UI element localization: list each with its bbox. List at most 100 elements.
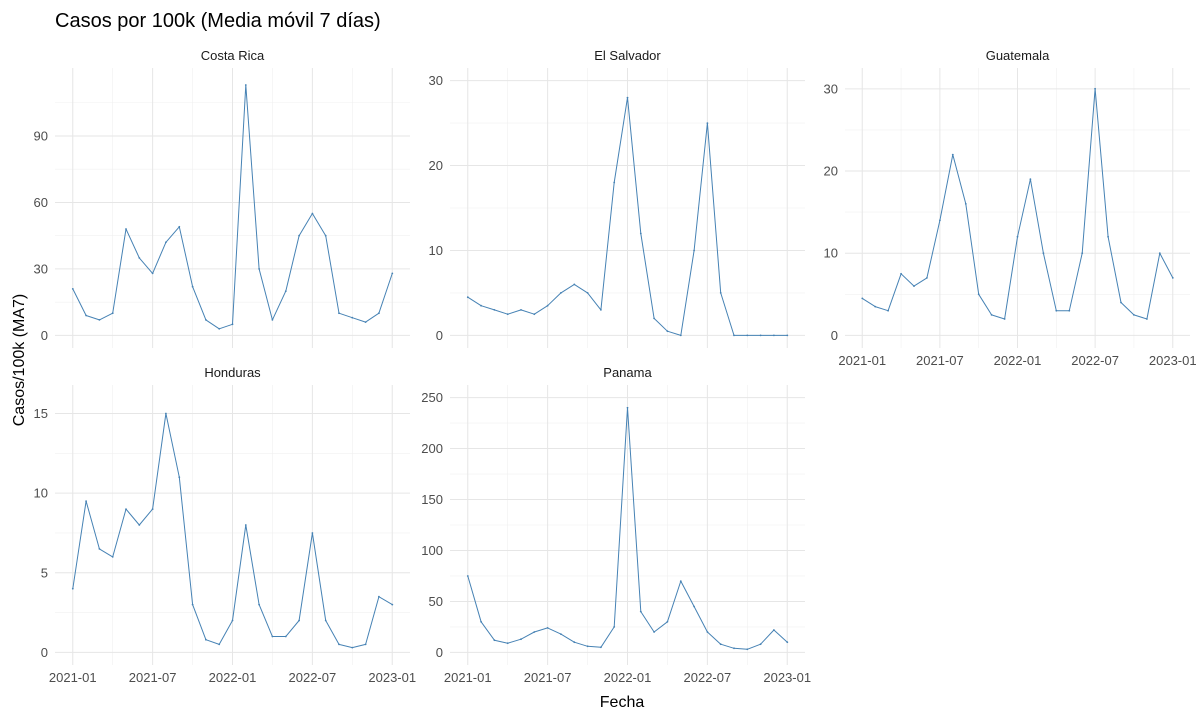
x-tick-label: 2021-07 [524,670,572,685]
data-point [125,508,127,510]
data-point [666,330,669,333]
data-point [493,309,496,311]
data-point [759,643,762,646]
data-point [284,290,287,292]
y-tick-label: 60 [34,195,48,210]
data-point [926,277,928,279]
data-point [364,643,367,646]
x-tick-label: 2021-01 [444,670,492,685]
y-tick-label: 0 [436,328,443,343]
data-point [1016,235,1019,238]
y-tick-label: 20 [824,164,838,179]
y-tick-label: 5 [41,565,48,580]
data-point [586,645,589,648]
data-point [218,327,221,330]
y-tick-label: 200 [421,441,443,456]
data-point [573,641,576,644]
data-point [98,319,101,321]
data-point [773,629,775,631]
x-tick-label: 2022-01 [604,670,652,685]
data-point [600,309,602,311]
x-tick-label: 2021-01 [49,670,97,685]
data-point [231,619,234,622]
data-point [71,288,74,290]
data-point [874,305,877,308]
y-tick-label: 90 [34,128,48,143]
data-point [653,631,655,633]
data-point [138,257,141,259]
x-tick-label: 2021-07 [916,353,964,368]
data-point [1055,309,1058,312]
data-point [480,620,482,623]
facet-strip-label: Panama [603,365,652,380]
data-point [191,603,194,606]
data-point [493,639,496,642]
data-point [324,234,327,237]
data-point [586,292,589,294]
data-point [151,272,154,275]
facet-panel: Panama 0 50 100 150 200 250 2021-01 2021-07 2022-… [421,365,811,685]
y-tick-label: 0 [436,645,443,660]
data-point [1068,309,1071,312]
data-point [733,647,735,650]
data-point [746,334,749,337]
data-point [951,153,954,156]
data-point [85,314,87,317]
data-point [759,334,762,337]
x-tick-label: 2022-07 [1071,353,1119,368]
data-point [338,312,340,315]
data-point [1003,318,1006,320]
x-tick-label: 2021-07 [129,670,177,685]
data-point [284,635,287,638]
facet-strip-label: El Salvador [594,48,661,63]
data-point [364,321,367,323]
data-point [111,556,114,558]
facet-panel: Guatemala 0 10 20 30 2021-01 2021-07 2022-01 202… [824,48,1197,368]
data-point [520,638,522,641]
data-point [1081,252,1084,255]
data-point [378,595,380,598]
facet-panel: Honduras 0 5 10 15 2021-01 2021-07 2022-01 2022-… [34,365,417,685]
data-point [1120,301,1122,304]
data-point [1158,252,1161,255]
data-point [939,219,941,222]
data-point [900,272,902,275]
data-point [1029,178,1032,181]
data-point [1107,235,1109,238]
data-point [639,232,642,235]
chart-title: Casos por 100k (Media móvil 7 días) [55,10,381,32]
y-tick-label: 10 [824,246,838,261]
facet-strip-label: Guatemala [986,48,1050,63]
data-point [746,648,749,651]
data-point [178,476,181,479]
data-point [533,313,536,316]
x-axis-label: Fecha [600,694,645,711]
data-point [71,587,74,590]
data-point [913,285,915,287]
data-point [480,304,482,307]
data-point [178,225,181,228]
x-tick-label: 2023-01 [763,670,811,685]
data-point [719,643,722,646]
x-tick-label: 2022-01 [994,353,1042,368]
data-point [391,603,394,606]
data-point [311,212,314,215]
x-tick-label: 2022-01 [209,670,257,685]
data-point [466,296,469,299]
data-point [466,575,469,577]
data-point [85,500,87,502]
data-point [626,96,629,99]
data-point [258,603,260,606]
data-point [218,643,221,646]
facet-panel: Costa Rica 0 30 60 90 [34,48,410,348]
x-tick-label: 2023-01 [368,670,416,685]
data-point [125,228,127,230]
data-point [786,641,789,644]
data-point [613,626,616,628]
data-point [231,323,234,326]
facet-panel: El Salvador 0 10 20 30 [429,48,805,348]
data-point [546,304,549,307]
data-point [1042,252,1045,255]
data-point [165,412,167,415]
